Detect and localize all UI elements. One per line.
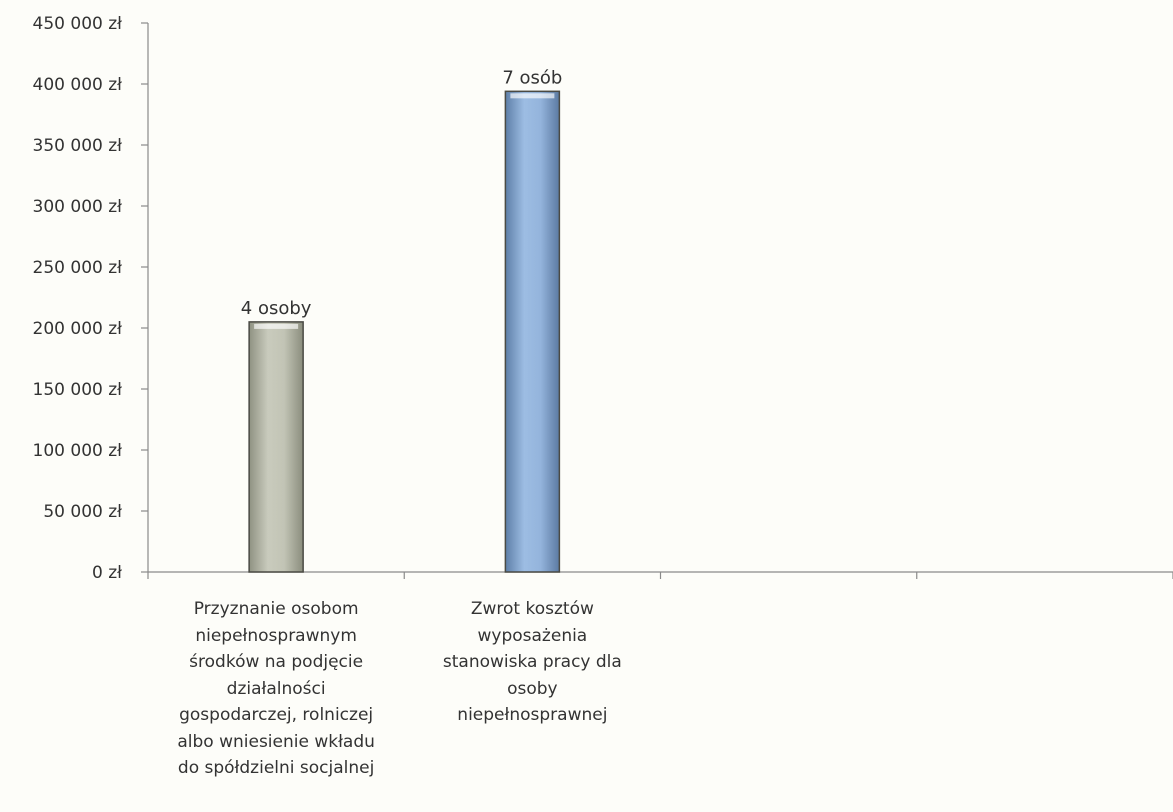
y-tick-label: 350 000 zł [33,136,123,156]
x-category-label-line: Zwrot kosztów [470,599,594,619]
bars [248,90,561,573]
x-category-label-line: do spółdzielni socjalnej [177,758,375,778]
x-category-label-line: stanowiska pracy dla [442,652,622,672]
y-tick-label: 0 zł [92,563,122,583]
y-tick-label: 100 000 zł [33,441,123,461]
data-label: 4 osoby [241,298,312,319]
x-axis [147,571,1173,579]
y-tick-label: 250 000 zł [33,258,123,278]
x-category-label-line: niepełnosprawnej [457,705,608,725]
x-category-label-line: albo wniesienie wkładu [177,731,375,752]
y-tick-label: 300 000 zł [33,197,123,217]
x-category-label-line: niepełnosprawnym [195,625,357,646]
y-axis: 0 zł 50 000 zł 100 000 zł 150 000 zł 200 000… [33,14,149,583]
data-labels: 4 osoby 7 osób [241,67,563,319]
y-tick-label: 400 000 zł [33,75,123,95]
bar-body [248,321,304,573]
y-tick-label: 450 000 zł [33,14,123,34]
x-category-label-line: wyposażenia [477,625,588,646]
x-category-label-line: działalności [226,678,326,699]
bar-highlight [510,93,555,99]
y-tick-label: 150 000 zł [33,380,123,400]
bar [504,90,561,573]
bar-body [504,90,561,573]
x-category-label-line: środków na podjęcie [189,652,364,672]
x-category-label: Przyznanie osobom niepełnosprawnym środków… [151,596,401,782]
x-category-label-line: Przyznanie osobom [193,599,359,619]
bar [248,321,304,573]
data-label: 7 osób [502,67,562,88]
bar-highlight [254,323,299,329]
x-category-label-line: osoby [507,678,558,699]
y-tick-label: 200 000 zł [33,319,123,339]
x-category-label: Zwrot kosztów wyposażenia stanowiska pracy… [407,596,657,729]
x-category-label-line: gospodarczej, rolniczej [179,705,374,725]
y-tick-label: 50 000 zł [43,502,122,522]
